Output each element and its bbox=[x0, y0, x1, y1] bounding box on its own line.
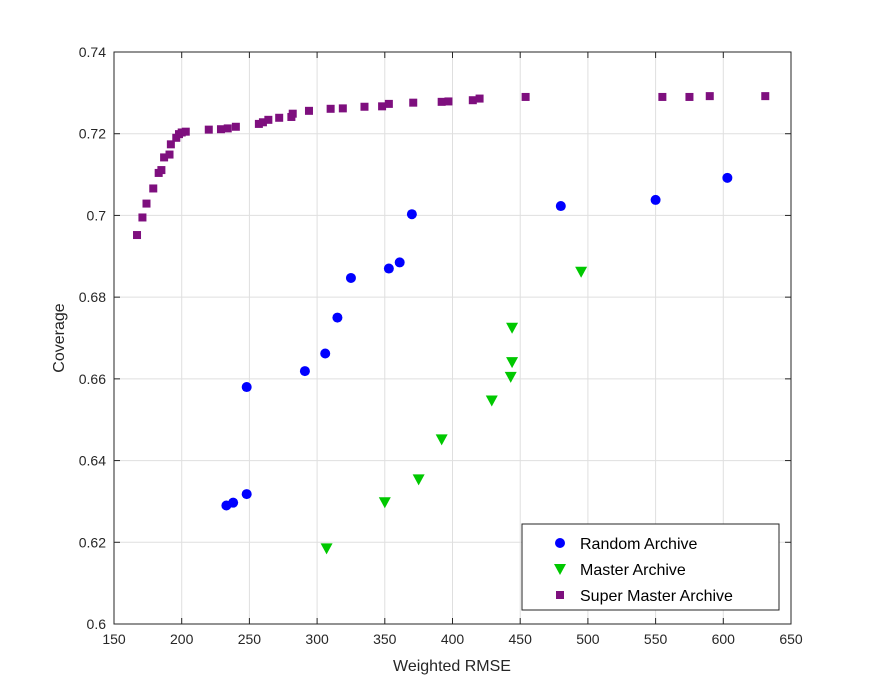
x-tick-label: 650 bbox=[779, 631, 803, 647]
data-point bbox=[320, 348, 331, 359]
data-point bbox=[138, 213, 147, 222]
data-point bbox=[338, 104, 347, 113]
data-point bbox=[521, 92, 530, 101]
data-point bbox=[475, 94, 484, 103]
legend-entry: Super Master Archive bbox=[580, 588, 733, 605]
legend-box bbox=[521, 523, 780, 611]
data-point bbox=[165, 150, 174, 159]
data-point bbox=[378, 102, 387, 111]
series-circle bbox=[221, 172, 733, 511]
x-tick-label: 450 bbox=[509, 631, 533, 647]
x-tick-label: 200 bbox=[170, 631, 194, 647]
data-point bbox=[575, 266, 588, 278]
x-tick-label: 600 bbox=[712, 631, 736, 647]
data-point bbox=[320, 543, 333, 555]
data-point bbox=[658, 92, 667, 101]
data-point bbox=[504, 371, 517, 383]
data-point bbox=[506, 322, 519, 334]
data-point bbox=[468, 96, 477, 105]
legend-marker bbox=[555, 538, 565, 548]
data-point bbox=[142, 199, 151, 208]
data-point bbox=[409, 98, 418, 107]
y-tick-label: 0.62 bbox=[79, 534, 106, 550]
data-point bbox=[258, 118, 267, 127]
data-point bbox=[326, 104, 335, 113]
axis-ticks bbox=[113, 51, 792, 625]
y-tick-label: 0.68 bbox=[79, 289, 106, 305]
legend-marker bbox=[554, 564, 566, 575]
data-point bbox=[133, 231, 142, 240]
y-tick-label: 0.6 bbox=[87, 616, 107, 632]
data-point bbox=[435, 434, 448, 446]
data-point bbox=[160, 153, 169, 162]
data-point bbox=[685, 92, 694, 101]
x-axis-label: Weighted RMSE bbox=[393, 658, 511, 675]
legend-entry: Random Archive bbox=[580, 536, 697, 553]
data-point bbox=[437, 97, 446, 106]
data-point bbox=[761, 92, 770, 101]
y-tick-labels: 0.6 0.62 0.64 0.66 0.68 0.7 0.72 0.74 bbox=[79, 44, 106, 632]
series-square bbox=[133, 92, 770, 240]
x-tick-labels: 150 200 250 300 350 400 450 500 550 600 650 bbox=[102, 631, 803, 647]
x-tick-label: 350 bbox=[373, 631, 397, 647]
data-point bbox=[650, 194, 661, 205]
x-tick-label: 150 bbox=[102, 631, 126, 647]
data-point bbox=[181, 127, 190, 136]
data-point bbox=[555, 201, 566, 212]
data-point bbox=[383, 263, 394, 274]
x-tick-label: 550 bbox=[644, 631, 668, 647]
data-point bbox=[506, 357, 519, 369]
data-point bbox=[406, 209, 417, 220]
data-point bbox=[384, 99, 393, 108]
data-point bbox=[241, 382, 252, 393]
data-point bbox=[394, 257, 405, 268]
legend-entry: Master Archive bbox=[580, 562, 686, 579]
y-axis-label: Coverage bbox=[51, 303, 68, 372]
data-point bbox=[216, 125, 225, 134]
data-point bbox=[304, 106, 313, 115]
data-markers bbox=[133, 92, 770, 555]
data-point bbox=[166, 140, 175, 149]
data-point bbox=[177, 128, 186, 137]
data-point bbox=[299, 366, 310, 377]
data-point bbox=[264, 115, 273, 124]
y-tick-label: 0.72 bbox=[79, 126, 106, 142]
data-point bbox=[332, 312, 343, 323]
data-point bbox=[360, 102, 369, 111]
x-tick-label: 250 bbox=[238, 631, 262, 647]
data-point bbox=[204, 125, 213, 134]
data-point bbox=[157, 166, 166, 175]
data-point bbox=[275, 113, 284, 122]
y-tick-label: 0.74 bbox=[79, 44, 106, 60]
y-tick-label: 0.64 bbox=[79, 453, 106, 469]
data-point bbox=[241, 489, 252, 500]
legend: Random Archive Master Archive Super Master… bbox=[521, 523, 780, 611]
x-tick-label: 500 bbox=[576, 631, 600, 647]
series-triangle-down bbox=[320, 266, 588, 555]
x-tick-label: 300 bbox=[305, 631, 329, 647]
data-point bbox=[705, 92, 714, 101]
data-point bbox=[223, 124, 232, 133]
legend-marker bbox=[556, 591, 564, 599]
y-tick-label: 0.7 bbox=[87, 207, 107, 223]
data-point bbox=[444, 97, 453, 106]
y-tick-label: 0.66 bbox=[79, 371, 106, 387]
data-point bbox=[345, 272, 356, 283]
data-point bbox=[485, 395, 498, 407]
data-point bbox=[722, 172, 733, 183]
data-point bbox=[231, 122, 240, 131]
data-point bbox=[378, 497, 391, 509]
data-point bbox=[412, 474, 425, 486]
data-point bbox=[228, 497, 239, 508]
x-tick-label: 400 bbox=[441, 631, 465, 647]
data-point bbox=[149, 184, 158, 193]
data-point bbox=[288, 109, 297, 118]
data-point bbox=[254, 119, 263, 128]
